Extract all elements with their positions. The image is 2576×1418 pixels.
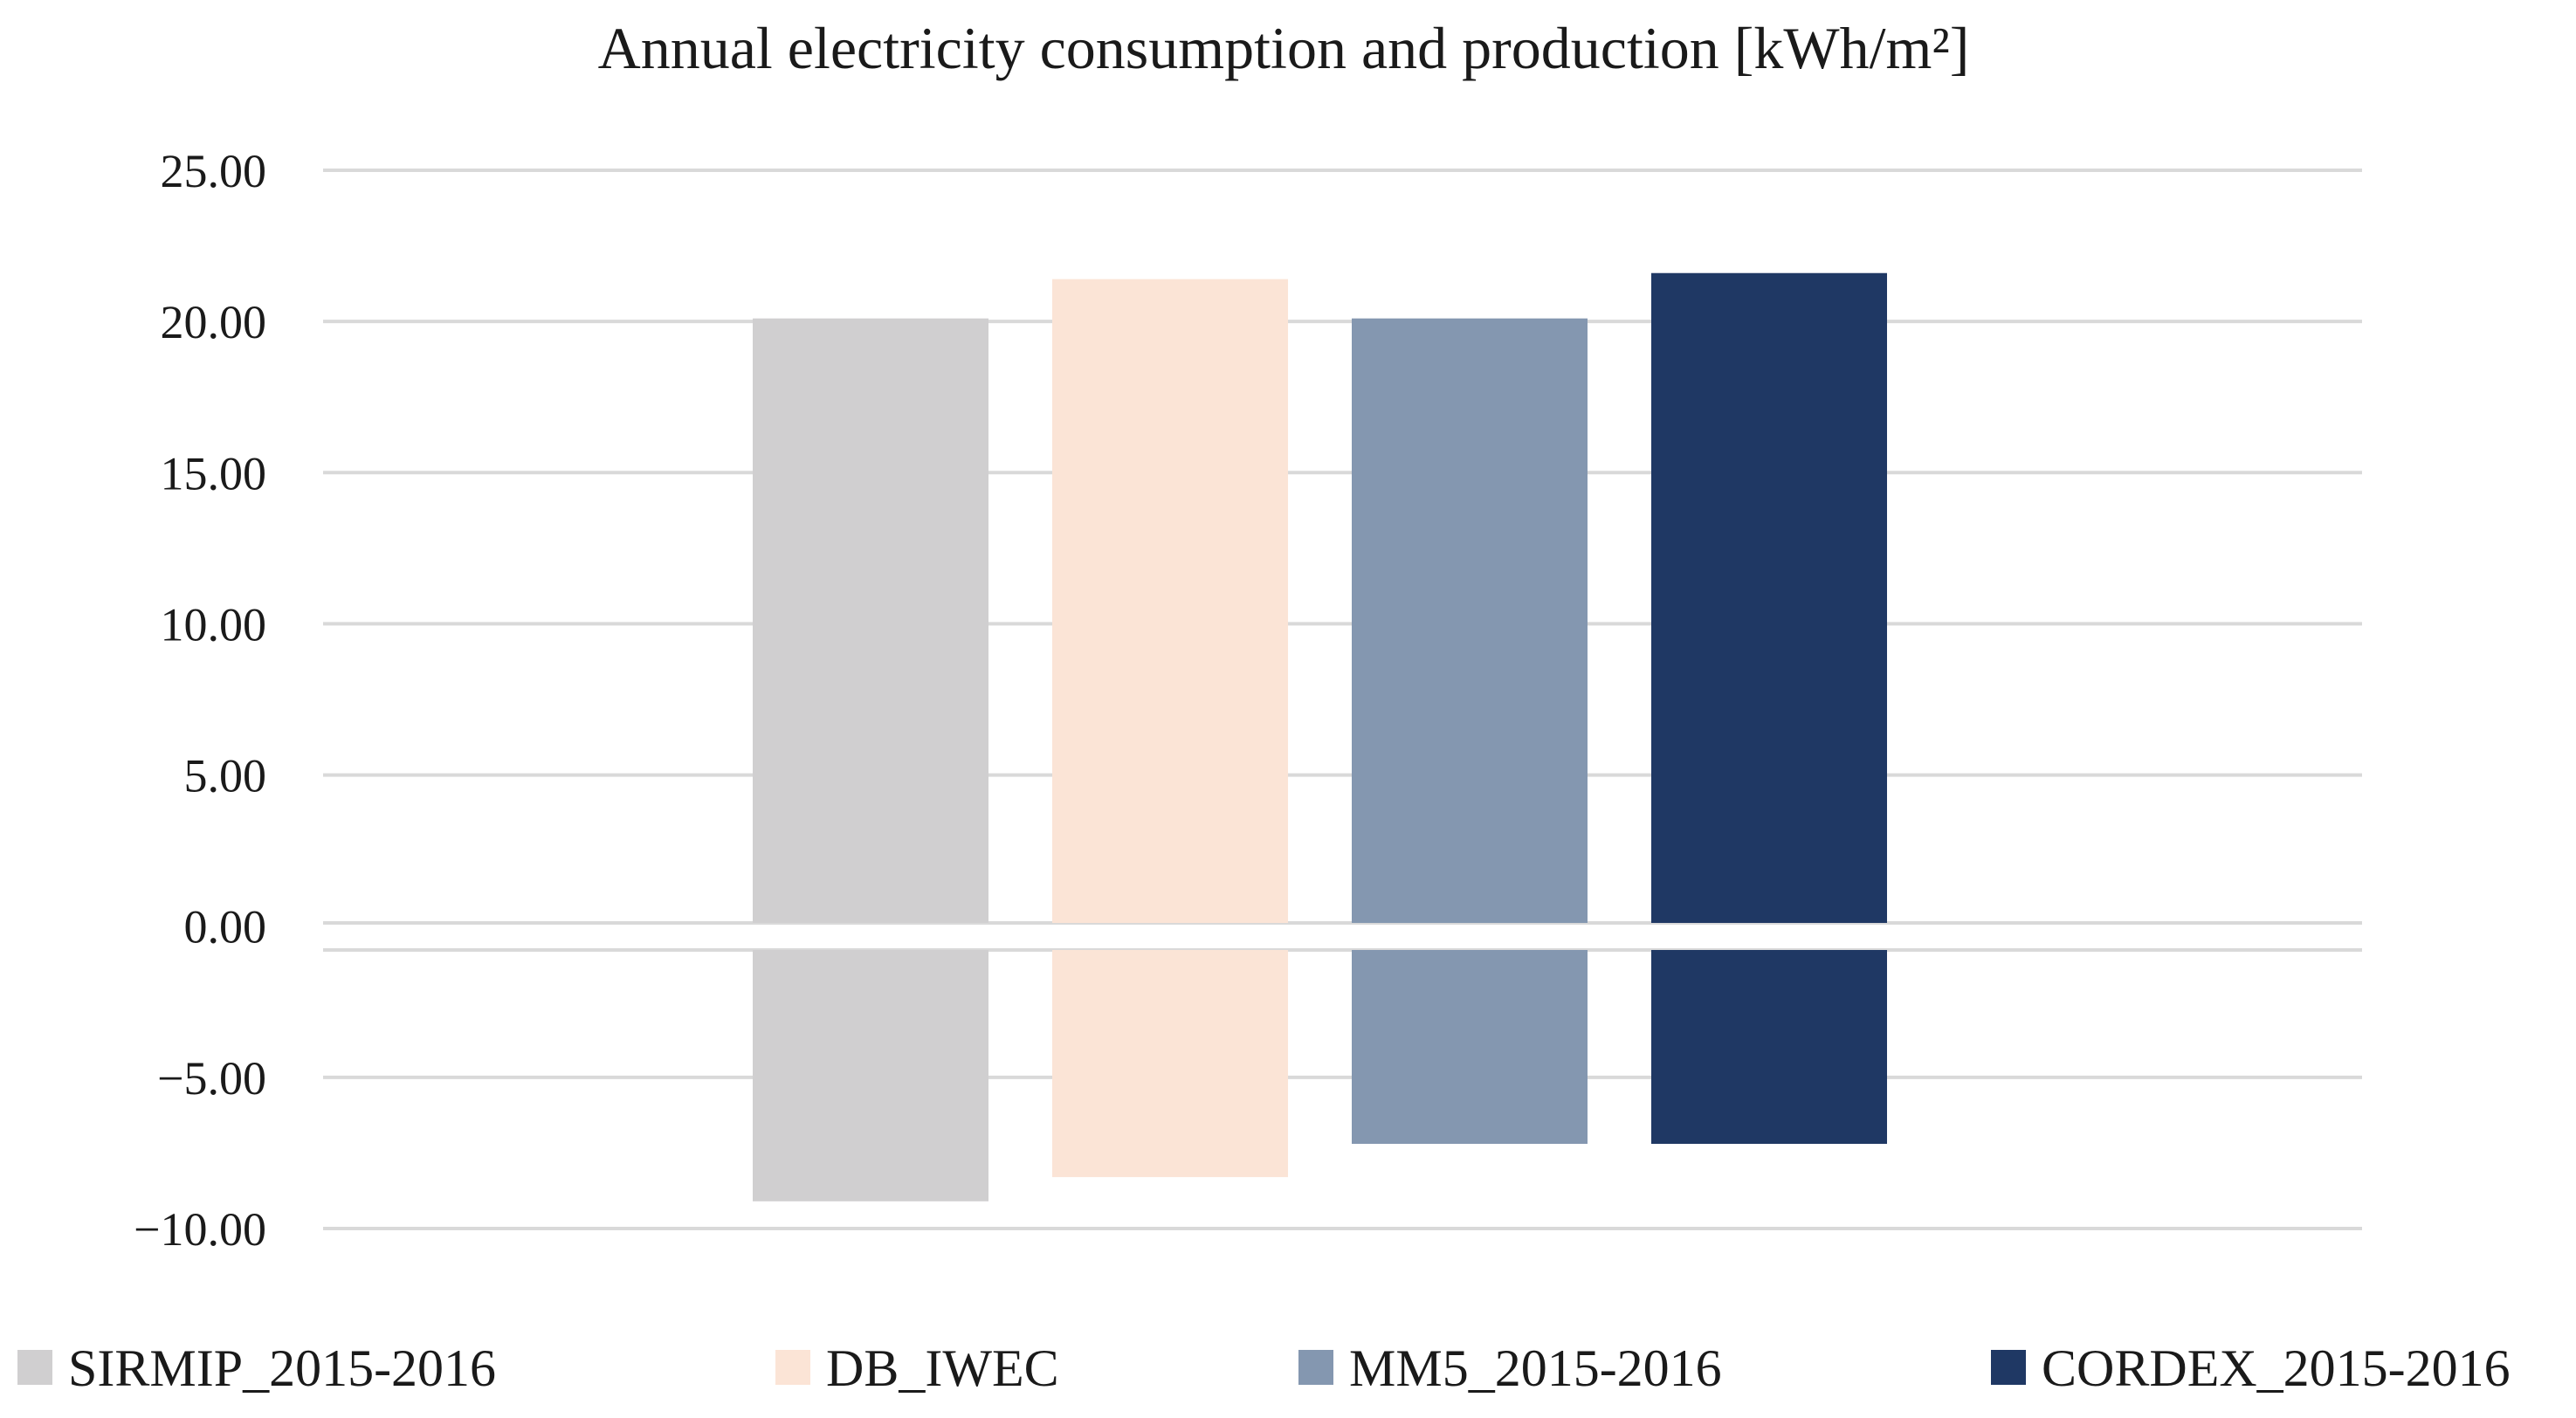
legend-item: SIRMIP_2015-2016 <box>17 1339 496 1397</box>
bar-positive <box>1651 272 1887 923</box>
legend-marker <box>775 1350 810 1385</box>
bar-positive <box>1352 318 1588 923</box>
y-tick-label: 0.00 <box>184 901 267 953</box>
legend-label: SIRMIP_2015-2016 <box>68 1339 496 1397</box>
legend-label: MM5_2015-2016 <box>1349 1339 1722 1397</box>
gridlines <box>323 169 2362 1230</box>
y-axis-tick-labels: 25.00 20.00 15.00 10.00 5.00 0.00 −5.00 −10.00 <box>134 145 266 1256</box>
chart-title: Annual electricity consumption and produ… <box>598 15 1970 81</box>
legend-label: CORDEX_2015-2016 <box>2042 1339 2511 1397</box>
bar-positive <box>753 318 988 923</box>
y-tick-label: 15.00 <box>161 447 267 499</box>
bar-negative <box>1052 950 1288 1178</box>
y-tick-label: 5.00 <box>184 750 267 802</box>
y-tick-label: 20.00 <box>161 296 267 348</box>
bar-negative <box>1352 950 1588 1145</box>
legend-item: CORDEX_2015-2016 <box>1991 1339 2511 1397</box>
legend-item: MM5_2015-2016 <box>1298 1339 1722 1397</box>
legend-marker <box>1298 1350 1333 1385</box>
bar-negative <box>1651 950 1887 1145</box>
y-tick-label: −10.00 <box>134 1203 266 1256</box>
y-tick-label: 25.00 <box>161 145 267 197</box>
legend-item: DB_IWEC <box>775 1339 1059 1397</box>
bars <box>753 272 1887 1201</box>
legend-marker <box>17 1350 52 1385</box>
legend-marker <box>1991 1350 2026 1385</box>
legend: SIRMIP_2015-2016 DB_IWEC MM5_2015-2016 CORD… <box>17 1339 2511 1397</box>
bar-positive <box>1052 279 1288 924</box>
legend-label: DB_IWEC <box>826 1339 1059 1397</box>
y-tick-label: −5.00 <box>157 1052 266 1105</box>
y-tick-label: 10.00 <box>161 598 267 650</box>
bar-negative <box>753 950 988 1201</box>
